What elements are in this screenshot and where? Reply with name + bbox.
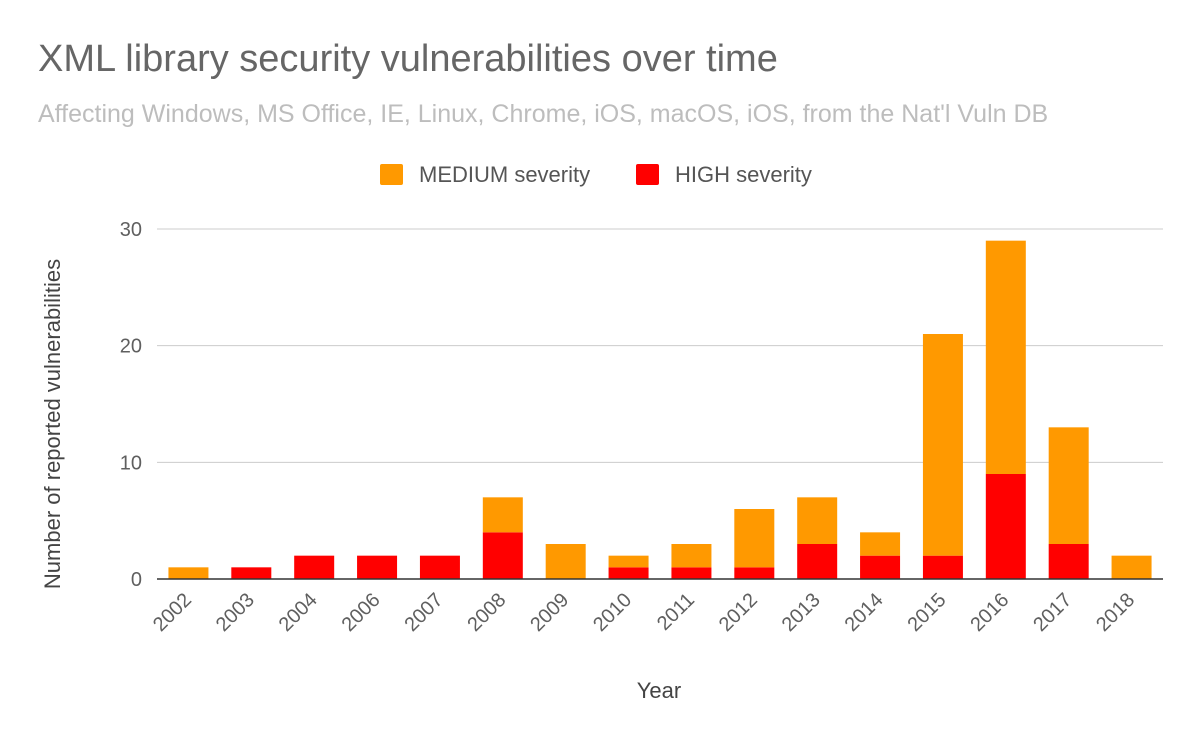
x-tick-label: 2016	[966, 589, 1013, 636]
y-tick-label: 0	[131, 569, 142, 591]
legend: MEDIUM severity HIGH severity	[380, 162, 812, 187]
x-tick-label: 2012	[715, 589, 762, 636]
x-tick-label: 2015	[903, 589, 950, 636]
bars	[168, 240, 1152, 579]
bar-segment	[985, 474, 1026, 579]
bar-segment	[671, 544, 712, 568]
y-tick-label: 30	[120, 219, 142, 241]
bar-segment	[294, 555, 335, 579]
bar-segment	[168, 567, 209, 579]
y-tick-label: 20	[120, 336, 142, 358]
bar-segment	[231, 567, 272, 579]
bar-segment	[985, 240, 1026, 474]
x-tick-label: 2017	[1029, 589, 1076, 636]
bar-segment	[1048, 544, 1089, 579]
bar-segment	[1111, 555, 1152, 579]
bar-segment	[482, 497, 523, 533]
legend-swatch	[380, 164, 403, 185]
x-tick-label: 2004	[275, 589, 322, 636]
bar-segment	[734, 567, 775, 579]
bar-segment	[608, 555, 649, 568]
x-tick-label: 2014	[841, 589, 888, 636]
bar-segment	[608, 567, 649, 579]
bar-segment	[922, 555, 963, 579]
bar-segment	[357, 555, 398, 579]
bar-segment	[860, 555, 901, 579]
x-tick-label: 2006	[338, 589, 385, 636]
x-axis-title: Year	[637, 678, 681, 703]
bar-segment	[1048, 427, 1089, 544]
bar-segment	[922, 334, 963, 556]
y-axis-title: Number of reported vulnerabilities	[40, 259, 65, 589]
x-tick-label: 2011	[653, 589, 699, 635]
bar-segment	[734, 509, 775, 568]
x-tick-label: 2003	[212, 589, 259, 636]
x-tick-label: 2002	[149, 589, 196, 636]
x-tick-label: 2008	[463, 589, 510, 636]
bar-segment	[545, 544, 586, 579]
bar-segment	[797, 497, 838, 544]
x-tick-label: 2018	[1092, 589, 1139, 636]
bar-segment	[797, 544, 838, 579]
x-tick-label: 2010	[589, 589, 636, 636]
legend-label: MEDIUM severity	[419, 162, 590, 187]
y-tick-label: 10	[120, 452, 142, 474]
chart-title: XML library security vulnerabilities ove…	[38, 38, 778, 80]
bar-segment	[671, 567, 712, 579]
x-tick-label: 2007	[400, 589, 447, 636]
bar-segment	[860, 532, 901, 556]
x-tick-label: 2009	[526, 589, 573, 636]
chart-subtitle: Affecting Windows, MS Office, IE, Linux,…	[38, 100, 1049, 128]
x-tick-label: 2013	[778, 589, 825, 636]
bar-segment	[419, 555, 460, 579]
bar-segment	[482, 532, 523, 579]
legend-swatch	[636, 164, 659, 185]
legend-label: HIGH severity	[675, 162, 812, 187]
